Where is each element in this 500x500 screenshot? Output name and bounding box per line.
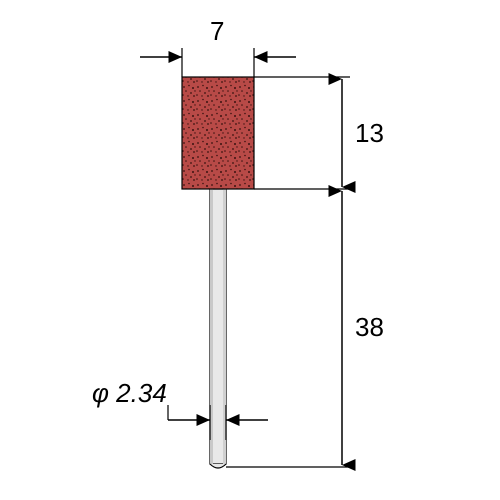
label-shaft-diameter: φ 2.34: [92, 378, 167, 409]
shaft-tip: [210, 464, 226, 468]
dim-head-diameter: [140, 48, 296, 77]
label-head-height: 13: [355, 118, 384, 149]
grinding-head: [182, 77, 254, 189]
technical-diagram: 7 13 38 φ 2.34: [0, 0, 500, 500]
diagram-svg: [0, 0, 500, 500]
label-head-diameter: 7: [210, 16, 224, 47]
label-shaft-length: 38: [355, 312, 384, 343]
